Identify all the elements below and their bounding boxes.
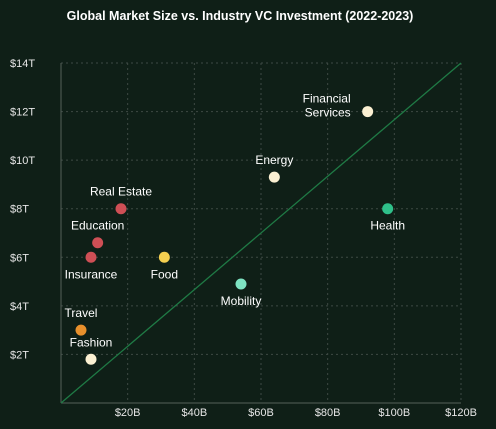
point-education xyxy=(92,237,104,249)
chart-title: Global Market Size vs. Industry VC Inves… xyxy=(67,9,414,23)
point-label-food: Food xyxy=(151,267,178,281)
point-label-travel: Travel xyxy=(65,306,98,320)
point-label-energy: Energy xyxy=(255,153,293,167)
point-financial-services xyxy=(362,106,374,118)
reference-diagonal-line xyxy=(60,62,462,404)
point-label-education: Education xyxy=(71,219,124,233)
point-labels-layer: Fashion Travel Insurance Education Real Esta… xyxy=(65,92,405,350)
y-tick-label: $12T xyxy=(10,107,35,119)
point-health xyxy=(382,203,394,215)
x-tick-label: $60B xyxy=(248,407,274,419)
x-tick-label: $120B xyxy=(445,407,477,419)
point-label-financial-services: Financial Services xyxy=(303,92,351,120)
point-label-real-estate: Real Estate xyxy=(90,185,152,199)
x-tick-label: $80B xyxy=(315,407,341,419)
point-travel xyxy=(75,324,87,336)
points-layer xyxy=(75,106,394,365)
y-tick-label: $6T xyxy=(10,252,29,264)
point-label-health: Health xyxy=(370,219,405,233)
reference-line-layer xyxy=(60,62,462,404)
point-label-fashion: Fashion xyxy=(70,335,113,349)
x-tick-label: $40B xyxy=(181,407,207,419)
axis-layer: $2T $4T $6T $8T $10T $12T $14T $20B $40B $60B $80B… xyxy=(10,58,477,419)
point-mobility xyxy=(235,278,247,290)
point-insurance xyxy=(85,251,97,263)
point-real-estate xyxy=(115,203,127,215)
x-tick-label: $20B xyxy=(115,407,141,419)
y-tick-label: $10T xyxy=(10,155,35,167)
y-tick-label: $4T xyxy=(10,301,29,313)
point-energy xyxy=(268,171,280,183)
y-tick-label: $8T xyxy=(10,204,29,216)
point-food xyxy=(158,251,170,263)
y-tick-label: $14T xyxy=(10,58,35,70)
point-fashion xyxy=(85,353,97,365)
point-label-mobility: Mobility xyxy=(221,294,262,308)
point-label-insurance: Insurance xyxy=(65,267,118,281)
x-tick-label: $100B xyxy=(378,407,410,419)
grid-layer xyxy=(61,62,462,403)
y-tick-label: $2T xyxy=(10,349,29,361)
